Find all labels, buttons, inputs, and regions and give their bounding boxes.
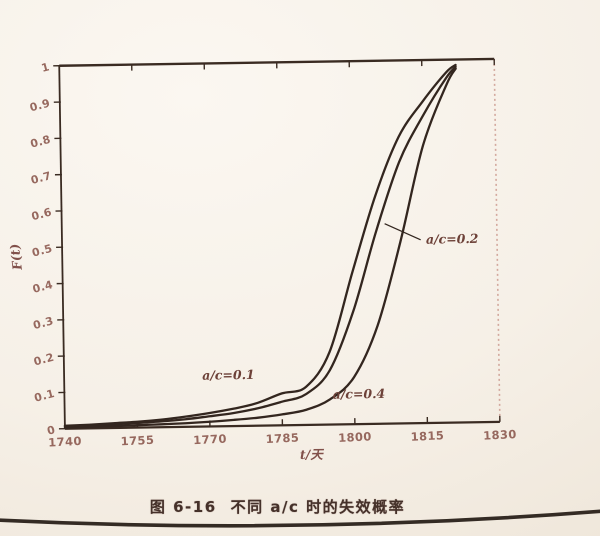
x-axis-title: t/天	[300, 447, 325, 462]
curve-a-c-0.2	[63, 65, 457, 428]
x-tick-label: 1800	[338, 429, 372, 445]
curve-annotation: a/c=0.4	[333, 386, 386, 402]
figure-number: 图 6-16	[149, 498, 217, 516]
y-tick-label: 0.6	[30, 205, 53, 223]
y-tick-label: 0.3	[32, 314, 55, 332]
curve-a-c-0.4	[63, 67, 457, 429]
x-tick-label: 1830	[483, 427, 517, 443]
x-tick-label: 1755	[120, 433, 154, 449]
y-tick-label: 0.7	[29, 169, 52, 187]
figure-title: 不同 a/c 时的失效概率	[230, 498, 406, 516]
plot-frame-right	[493, 58, 501, 422]
x-tick-label: 1770	[193, 432, 227, 448]
y-tick-label: 0.4	[31, 278, 54, 296]
y-tick-label: 0.2	[32, 351, 55, 369]
y-tick-label: 0	[46, 423, 57, 438]
y-tick-label: 1	[40, 60, 51, 75]
y-axis-title: F(t)	[7, 243, 25, 272]
page-edge-stroke	[0, 509, 600, 528]
x-tick-label: 1785	[265, 430, 299, 446]
curve-annotation: a/c=0.1	[202, 367, 255, 383]
page-edge-line	[0, 509, 600, 528]
x-tick-label: 1740	[48, 434, 82, 450]
y-tick-label: 0.1	[33, 387, 56, 405]
figure-area: 1740 1755 1770 1785 1800 1815 1830 1 0.9 0.8 0.7 0.…	[7, 57, 517, 462]
figure-caption: 图 6-16 不同 a/c 时的失效概率	[0, 496, 555, 517]
x-tick-label: 1815	[410, 428, 444, 444]
y-tick-label: 0.9	[28, 97, 51, 115]
failure-probability-chart: 1740 1755 1770 1785 1800 1815 1830 1 0.9 0.8 0.7 0.…	[7, 57, 517, 462]
curve-annotation: a/c=0.2	[426, 231, 479, 247]
annotation-leader	[384, 223, 421, 241]
y-tick-label: 0.5	[31, 242, 54, 260]
curve-a-c-0.1	[63, 63, 457, 427]
y-tick-label: 0.8	[29, 133, 52, 151]
